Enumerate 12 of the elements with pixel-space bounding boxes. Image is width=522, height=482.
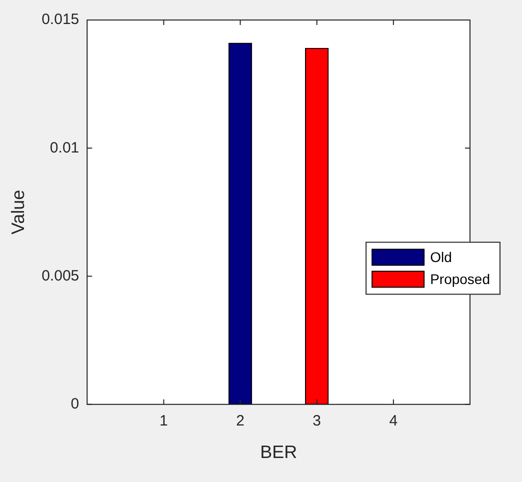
y-tick-label: 0 (70, 396, 80, 413)
x-tick-label: 1 (160, 412, 168, 430)
y-axis-title: Value (8, 190, 28, 235)
legend-label: Old (430, 249, 452, 266)
y-tick-label: 0.005 (42, 267, 80, 284)
x-tick-label: 3 (312, 412, 322, 430)
x-tick-label: 2 (236, 412, 244, 430)
y-tick-label: 0.01 (50, 139, 80, 156)
x-axis-title: BER (260, 442, 298, 462)
x-tick-label: 4 (389, 412, 398, 430)
y-tick-label: 0.015 (42, 11, 80, 28)
legend-label: Proposed (430, 271, 490, 288)
